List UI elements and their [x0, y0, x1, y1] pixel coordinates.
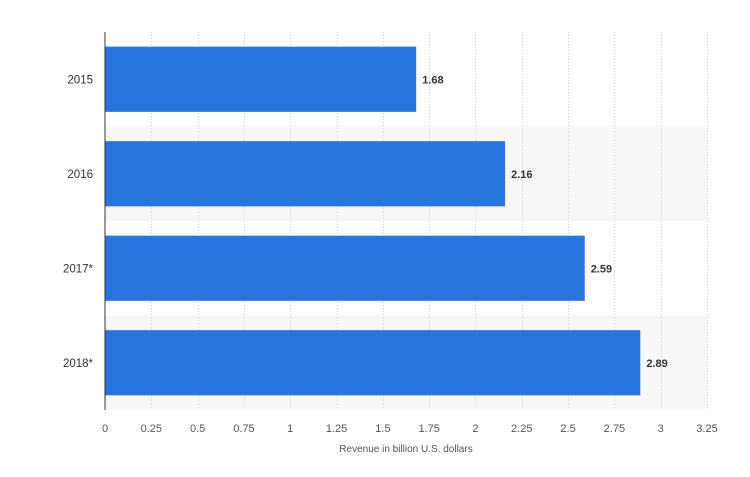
value-labels: 1.68 2.16 2.59 2.89	[422, 74, 668, 370]
value-label: 2.16	[511, 169, 532, 181]
value-label: 2.89	[646, 358, 667, 370]
category-label: 2018*	[63, 358, 94, 370]
x-tick-label: 2.25	[511, 423, 532, 435]
category-label: 2015	[67, 74, 93, 86]
x-tick-label: 3.25	[696, 423, 717, 435]
bars	[105, 46, 641, 396]
x-tick-label: 0.75	[233, 423, 254, 435]
bar	[105, 46, 417, 112]
x-tick-label: 1.5	[375, 423, 390, 435]
bar	[105, 235, 585, 301]
bar	[105, 141, 506, 207]
x-tick-label: 1	[287, 423, 293, 435]
category-label: 2016	[67, 169, 93, 181]
x-tick-label: 2	[472, 423, 478, 435]
x-tick-labels: 0 0.25 0.5 0.75 1 1.25 1.5 1.75 2 2.25 2.5 2.75 3 3.2…	[102, 423, 718, 435]
category-label: 2017*	[63, 263, 94, 275]
x-tick-label: 1.75	[418, 423, 439, 435]
bar	[105, 330, 641, 396]
x-tick-label: 2.75	[604, 423, 625, 435]
x-tick-label: 1.25	[326, 423, 347, 435]
x-axis-title: Revenue in billion U.S. dollars	[339, 444, 472, 455]
value-label: 1.68	[422, 74, 443, 86]
x-tick-label: 3	[658, 423, 664, 435]
value-label: 2.59	[591, 263, 612, 275]
x-tick-label: 0.5	[190, 423, 205, 435]
x-tick-label: 2.5	[560, 423, 575, 435]
x-tick-label: 0.25	[141, 423, 162, 435]
x-tick-label: 0	[102, 423, 108, 435]
category-labels: 2015 2016 2017* 2018*	[63, 74, 94, 370]
